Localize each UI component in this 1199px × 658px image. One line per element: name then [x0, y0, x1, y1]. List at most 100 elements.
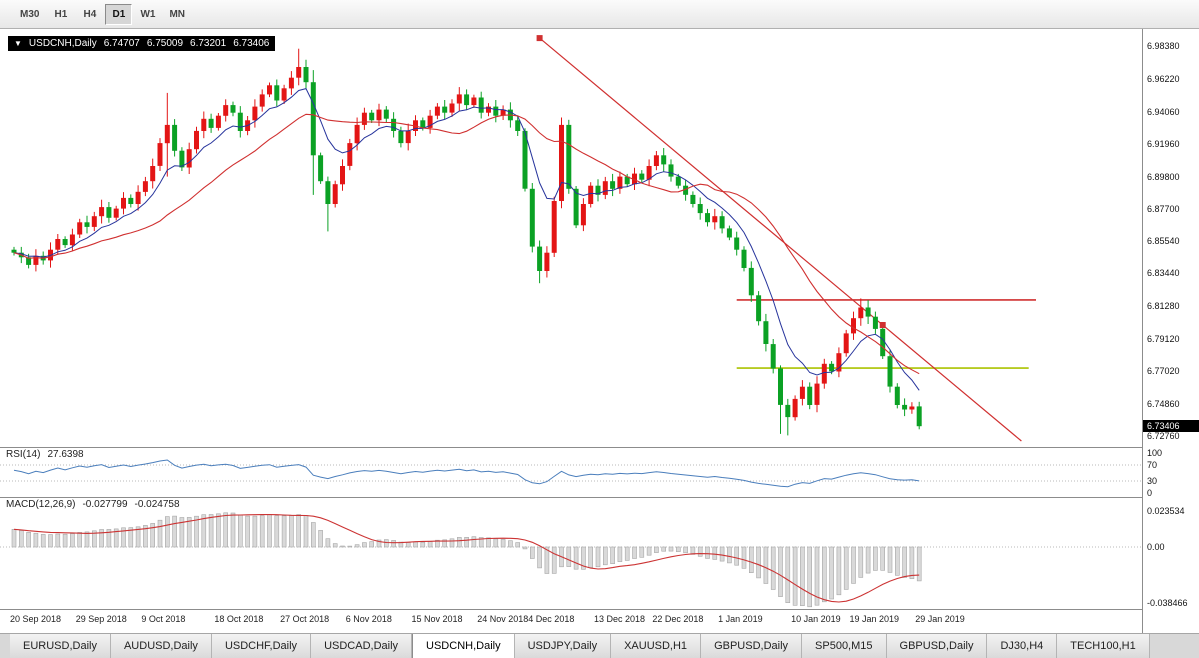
candle [369, 109, 375, 123]
candle [33, 249, 39, 272]
trendline-anchor-marker[interactable] [536, 35, 543, 42]
chart-tab-gbpusd-daily[interactable]: GBPUSD,Daily [701, 634, 803, 658]
candle [748, 261, 754, 302]
candle [172, 119, 178, 157]
rsi-label: RSI(14) [6, 449, 41, 460]
candle [836, 347, 842, 378]
date-tick: 29 Jan 2019 [915, 614, 965, 624]
candle [296, 48, 302, 86]
chart-tab-usdcnh-daily[interactable]: USDCNH,Daily [412, 634, 515, 658]
macd-tick: 0.023534 [1147, 505, 1185, 516]
candle [916, 401, 922, 430]
macd-tick: 0.00 [1147, 542, 1165, 552]
candle [653, 151, 659, 171]
timeframe-button-m30[interactable]: M30 [20, 8, 40, 20]
timeframe-button-d1[interactable]: D1 [105, 3, 133, 25]
price-tick: 6.96220 [1147, 73, 1180, 84]
quote-open: 6.74707 [103, 38, 140, 49]
timeframe-button-mn[interactable]: MN [169, 8, 186, 20]
chart-tab-sp500-m15[interactable]: SP500,M15 [802, 634, 887, 658]
time-axis[interactable]: 20 Sep 2018 29 Sep 2018 9 Oct 2018 18 Oct 2… [0, 609, 1142, 633]
date-tick: 20 Sep 2018 [10, 614, 62, 624]
macd-main-value: -0.027799 [82, 499, 128, 510]
candle [551, 196, 557, 257]
chart-tab-usdchf-daily[interactable]: USDCHF,Daily [211, 634, 312, 658]
price-tick: 6.77020 [1147, 366, 1180, 377]
chart-tab-usdjpy-daily[interactable]: USDJPY,Daily [514, 634, 612, 658]
candle [252, 99, 258, 128]
price-tick: 6.87700 [1147, 203, 1180, 214]
candle [215, 113, 221, 131]
price-axis-separator [1142, 29, 1143, 633]
date-tick: 29 Sep 2018 [75, 614, 127, 624]
timeframe-button-h4[interactable]: H4 [83, 8, 97, 20]
candle [566, 119, 572, 194]
price-tick: 6.98380 [1147, 41, 1180, 51]
candle [121, 192, 126, 215]
candle [332, 180, 338, 208]
timeframe-button-h1[interactable]: H1 [54, 8, 68, 20]
candle [449, 99, 455, 117]
date-tick: 9 Oct 2018 [141, 614, 186, 624]
candle [288, 71, 294, 95]
candle [11, 246, 17, 256]
chart-tab-gbpusd-daily[interactable]: GBPUSD,Daily [886, 634, 988, 658]
panel-splitter[interactable] [0, 447, 1142, 448]
trendline[interactable] [539, 37, 1022, 442]
date-tick: 19 Jan 2019 [849, 614, 900, 624]
candle [588, 182, 594, 208]
date-tick: 6 Nov 2018 [345, 614, 392, 624]
macd-histogram [11, 512, 922, 608]
candle [537, 240, 543, 284]
one-click-trading-icon[interactable]: ▼ [14, 39, 22, 48]
macd-indicator-panel[interactable] [0, 497, 1142, 609]
main-price-chart[interactable] [0, 29, 1142, 447]
candle [106, 202, 112, 223]
candle [741, 246, 747, 272]
candle [756, 291, 762, 326]
chart-tab-dj30-h4[interactable]: DJ30,H4 [987, 634, 1058, 658]
chart-tab-tech100-h1[interactable]: TECH100,H1 [1057, 634, 1150, 658]
panel-splitter[interactable] [0, 497, 1142, 498]
date-tick: 27 Oct 2018 [280, 614, 330, 624]
rsi-tick: 30 [1147, 476, 1158, 486]
rsi-panel-label: RSI(14) 27.6398 [6, 449, 84, 460]
price-tick: 6.83440 [1147, 268, 1180, 279]
candle [164, 92, 170, 177]
chart-tab-xauusd-h1[interactable]: XAUUSD,H1 [611, 634, 702, 658]
candle [880, 326, 886, 359]
candle [529, 183, 535, 253]
candle [799, 380, 805, 406]
candle [91, 211, 97, 232]
candle [157, 138, 163, 171]
date-tick: 4 Dec 2018 [528, 614, 575, 624]
chart-tab-audusd-daily[interactable]: AUDUSD,Daily [110, 634, 212, 658]
price-tick: 6.72760 [1147, 431, 1180, 441]
trendline-anchor-marker[interactable] [879, 322, 886, 328]
candle [559, 117, 564, 209]
candle [843, 329, 849, 357]
macd-signal-line [13, 514, 920, 603]
macd-tick: -0.038466 [1147, 598, 1188, 608]
chart-tab-usdcad-daily[interactable]: USDCAD,Daily [311, 634, 413, 658]
rsi-indicator-panel[interactable] [0, 447, 1142, 497]
candle [201, 111, 207, 139]
candle [398, 126, 404, 148]
candle [675, 173, 681, 189]
price-tick: 6.85540 [1147, 236, 1180, 247]
candle [113, 205, 119, 221]
timeframe-button-w1[interactable]: W1 [140, 8, 156, 20]
ma-fast-line [13, 88, 920, 391]
candle [186, 142, 192, 174]
candle [858, 298, 864, 326]
price-tick: 6.74860 [1147, 399, 1180, 410]
chart-tab-eurusd-daily[interactable]: EURUSD,Daily [10, 634, 111, 658]
candle [464, 89, 470, 111]
candle [894, 383, 900, 409]
candle [763, 313, 769, 352]
candle [865, 300, 871, 324]
macd-label: MACD(12,26,9) [6, 499, 76, 510]
date-tick: 13 Dec 2018 [594, 614, 646, 624]
macd-panel-label: MACD(12,26,9) -0.027799 -0.024758 [6, 499, 180, 510]
